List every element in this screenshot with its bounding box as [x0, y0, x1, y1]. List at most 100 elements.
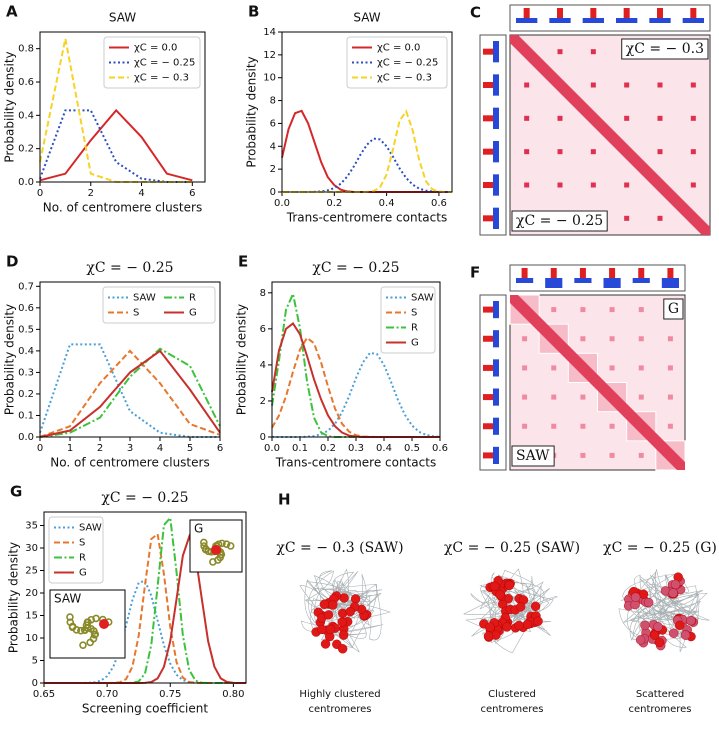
top-peak [667, 268, 674, 278]
y-tick-label: 6 [270, 118, 276, 129]
x-tick-label: 5 [187, 443, 193, 454]
heatmap-dot [657, 115, 663, 121]
y-tick-label: 0.4 [18, 110, 34, 121]
series-line [39, 109, 193, 183]
render-title: χC = − 0.25 (SAW) [444, 540, 580, 556]
panel-label: E [238, 253, 248, 271]
legend-label: G [411, 338, 419, 349]
heatmap-label-box [511, 210, 608, 232]
y-axis-label: Probability density [7, 542, 21, 653]
heatmap-dot [690, 82, 696, 88]
x-tick-label: 4 [138, 188, 144, 199]
top-dip [632, 278, 650, 283]
panel-label: A [6, 3, 18, 21]
render-bead [350, 594, 361, 604]
y-tick-label: 0.0 [18, 432, 34, 443]
render-bead [317, 624, 327, 635]
plot-frame [39, 281, 221, 438]
heatmap-dot [657, 82, 663, 88]
left-dip [493, 359, 499, 377]
y-tick-label: 0.3 [18, 367, 34, 378]
x-axis-label: No. of centromere clusters [43, 201, 202, 215]
x-tick-label: 3 [127, 443, 133, 454]
legend-label: S [411, 308, 417, 319]
heatmap-dot [667, 336, 673, 342]
y-tick-label: 20 [25, 588, 38, 599]
left-peak [483, 335, 493, 342]
inset-label: G [194, 522, 203, 536]
left-dip [493, 417, 499, 435]
top-dip [545, 278, 563, 288]
y-tick-label: 0.8 [18, 44, 34, 55]
heatmap-dot [690, 149, 696, 155]
top-dip [649, 18, 671, 23]
render-bead [338, 630, 349, 640]
render-bead [670, 579, 681, 590]
legend-label: χC = − 0.3 [134, 73, 189, 84]
y-tick-label: 0 [270, 187, 276, 198]
chart-title: χC = − 0.25 [101, 490, 188, 506]
render-bead [320, 639, 331, 649]
panel-label: G [10, 483, 22, 501]
left-dip [493, 74, 499, 96]
legend-label: SAW [133, 293, 156, 304]
heatmap-dot [557, 182, 563, 188]
x-tick-label: 1 [67, 443, 73, 454]
top-peak [557, 8, 563, 18]
series-line [272, 351, 441, 438]
legend-box [48, 516, 104, 584]
x-tick-label: 0.5 [404, 443, 420, 454]
heatmap-dot [524, 82, 530, 88]
left-track [479, 294, 507, 471]
heatmap-dot [524, 182, 530, 188]
y-tick-label: 14 [263, 27, 276, 38]
left-dip [493, 301, 499, 319]
left-peak [483, 48, 493, 55]
panel-label: C [470, 4, 481, 22]
render-bead [668, 588, 678, 598]
y-tick-label: 10 [25, 633, 38, 644]
heatmap-label: SAW [516, 448, 550, 464]
top-peak [609, 268, 616, 278]
top-peak [690, 8, 697, 18]
render-caption: centromeres [480, 704, 543, 715]
render-chain [299, 568, 391, 653]
legend-label: G [79, 568, 87, 579]
left-dip [493, 207, 499, 229]
render-bead [649, 630, 660, 640]
heatmap-dot [657, 215, 663, 221]
heatmap-dot [551, 307, 557, 313]
top-peak [550, 268, 557, 278]
heatmap-dot [690, 115, 696, 121]
y-tick-label: 30 [25, 543, 38, 554]
series-line [281, 109, 452, 193]
heatmap-dot [522, 336, 528, 342]
render-caption: Scattered [636, 689, 684, 700]
chart-title: χC = − 0.25 [312, 260, 399, 276]
render-bead [680, 630, 691, 640]
panel-label: D [6, 253, 18, 271]
panel-label: H [278, 491, 291, 509]
inset-chain [81, 626, 89, 634]
y-axis-label: Probability density [245, 56, 259, 167]
x-tick-label: 6 [189, 188, 195, 199]
left-dip [493, 446, 499, 464]
inset-label: SAW [54, 592, 81, 606]
render-bead [485, 622, 495, 632]
heatmap-dot [609, 307, 615, 313]
left-peak [483, 306, 493, 313]
x-tick-label: 0.1 [292, 443, 308, 454]
heatmap-diagonal [510, 295, 685, 470]
heatmap-dot [590, 182, 596, 188]
render-bead [686, 615, 696, 626]
heatmap-dot [638, 394, 644, 400]
render-chain [618, 569, 710, 653]
heatmap-dot [690, 182, 696, 188]
legend-box [346, 36, 448, 89]
top-peak [657, 8, 663, 18]
render-caption: centromeres [308, 704, 371, 715]
left-peak [483, 394, 493, 401]
inset-centromere [99, 619, 109, 629]
y-tick-label: 10 [263, 73, 276, 84]
top-dip [682, 18, 704, 23]
